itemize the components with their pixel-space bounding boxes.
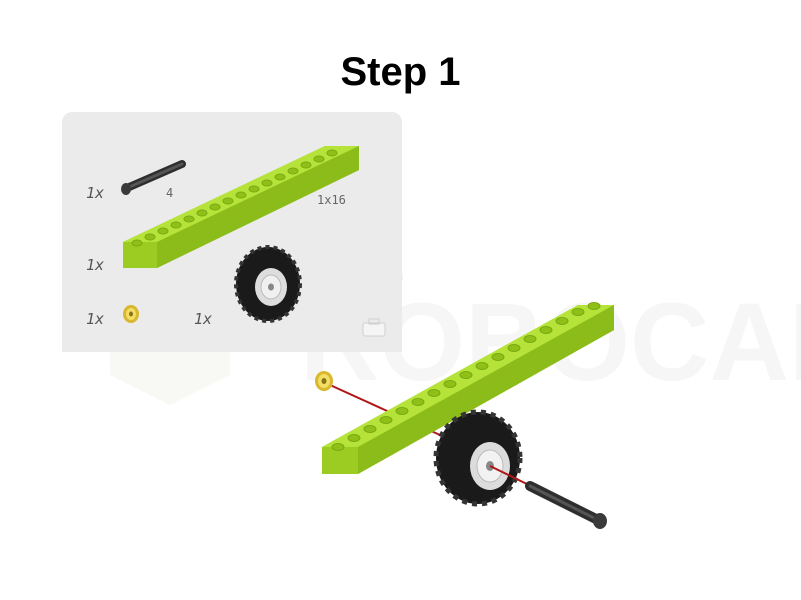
parts-list-panel: 1x 4 1x 1x16 1x 1x (62, 112, 402, 352)
assembly-wheel (433, 409, 523, 507)
beam-icon (123, 146, 359, 268)
beam-size-label: 1x16 (317, 193, 346, 207)
assembly-bushing (315, 371, 333, 391)
axle-qty: 1x (86, 184, 105, 202)
step-title: Step 1 (340, 50, 461, 94)
axle-icon (121, 160, 186, 195)
beam-qty: 1x (86, 256, 105, 274)
wheel-qty: 1x (194, 310, 213, 328)
assembly-axle (525, 481, 607, 529)
toolbox-icon (362, 318, 386, 337)
wheel-icon (234, 245, 302, 323)
axle-size-label: 4 (166, 186, 174, 200)
bushing-icon (123, 305, 139, 323)
bushing-qty: 1x (86, 310, 105, 328)
assembly-beam (322, 302, 614, 474)
